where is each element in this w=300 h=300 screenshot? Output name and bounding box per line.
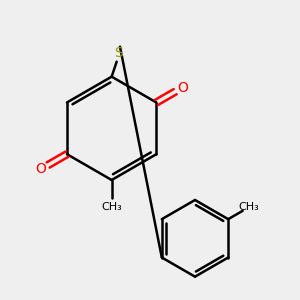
Text: S: S	[114, 46, 123, 60]
Text: O: O	[177, 80, 188, 94]
Text: CH₃: CH₃	[238, 202, 260, 212]
Text: CH₃: CH₃	[101, 202, 122, 212]
Text: O: O	[35, 162, 46, 176]
